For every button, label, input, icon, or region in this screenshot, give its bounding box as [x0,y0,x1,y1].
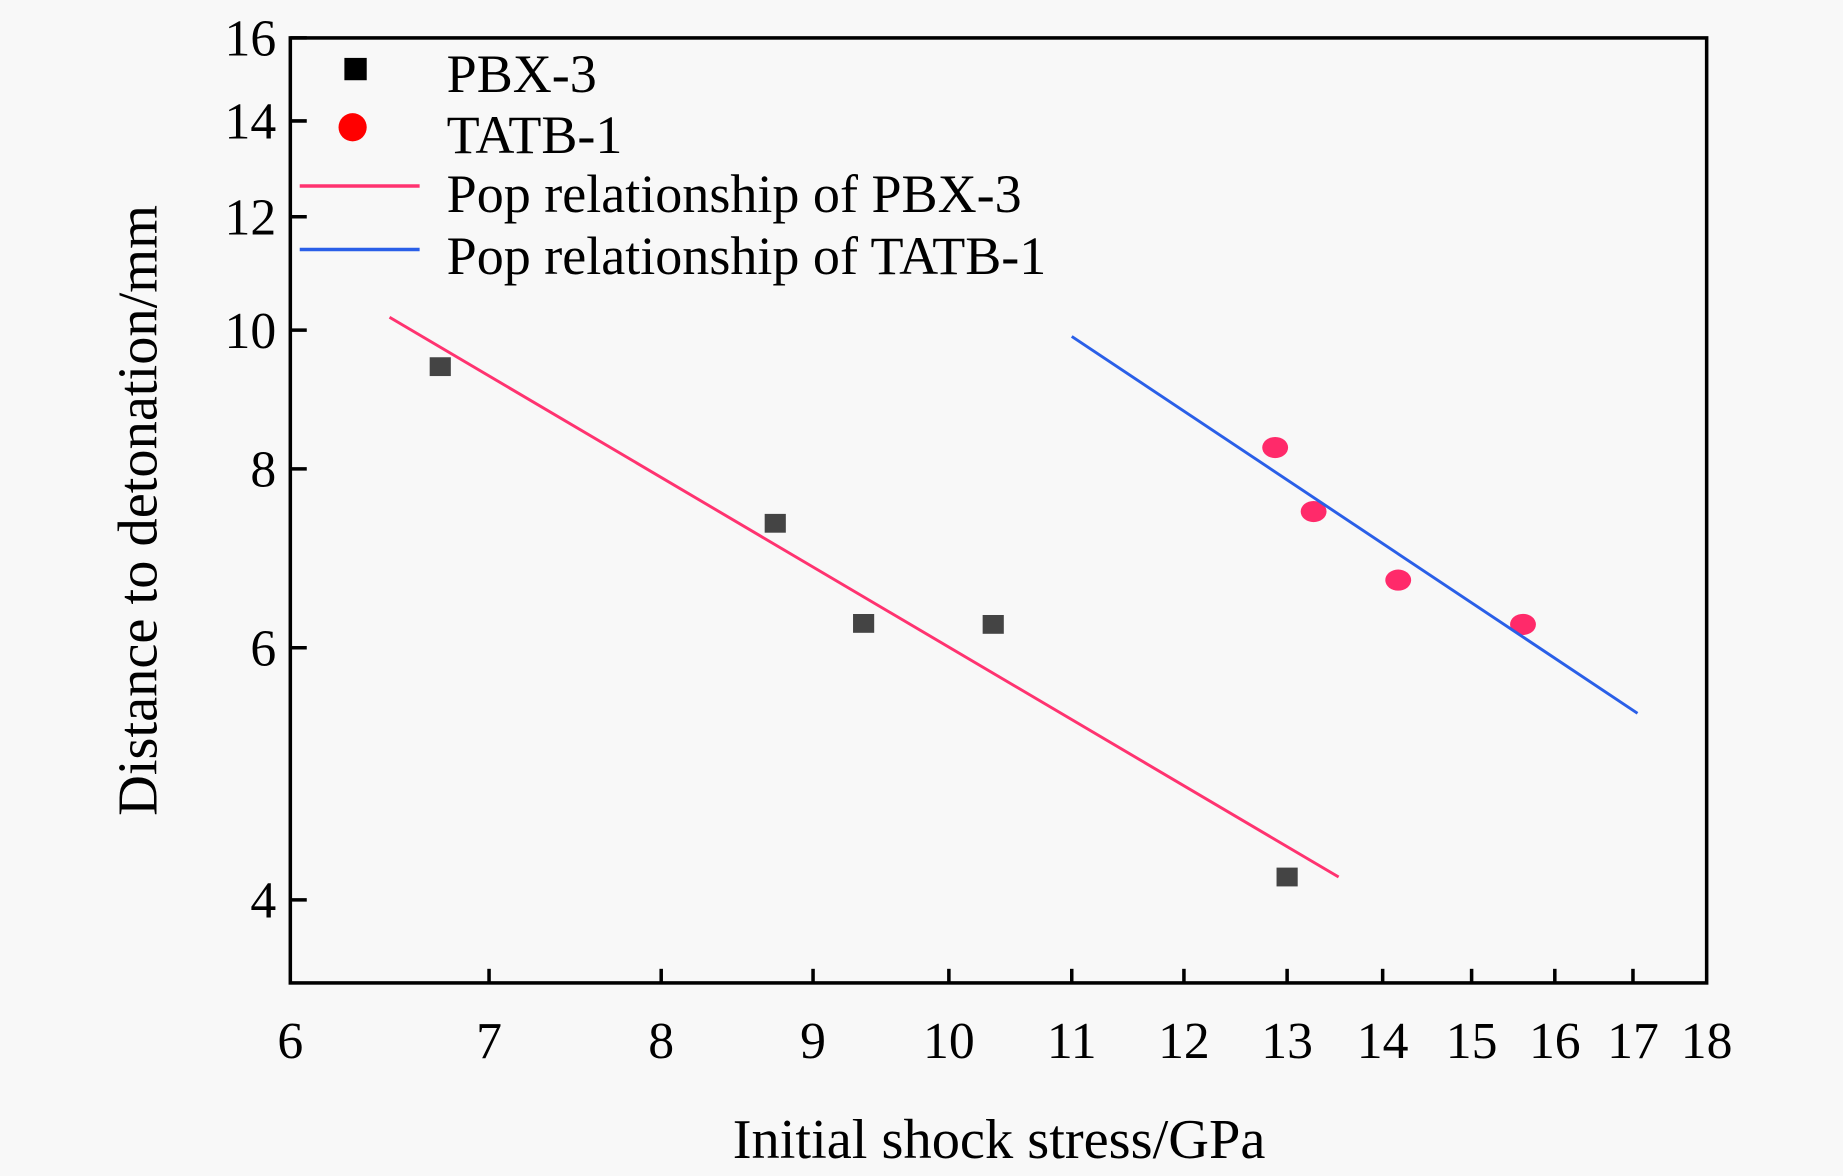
legend-circle-icon [338,113,367,142]
x-tick-label: 11 [1047,1013,1097,1070]
data-point-circle [1510,613,1536,635]
y-tick-label: 14 [225,94,277,151]
plot-area [388,315,1639,887]
data-point-square [764,513,786,533]
x-tick-label: 9 [800,1013,826,1070]
data-point-square [853,613,875,633]
x-tick-label: 18 [1681,1013,1733,1070]
x-tick-label: 8 [648,1013,674,1070]
data-point-square [1276,867,1298,887]
data-point-circle [1300,500,1327,523]
x-axis-label: Initial shock stress/GPa [733,1109,1266,1171]
x-tick-label: 14 [1357,1013,1409,1070]
x-tick-label: 7 [476,1013,502,1070]
y-axis-label: Distance to detonation/mm [107,205,169,816]
plot-frame [288,36,1709,985]
y-tick-label: 12 [225,189,277,246]
fit-line [388,315,1340,879]
data-point-circle [1385,569,1412,591]
x-tick-label: 15 [1446,1013,1498,1070]
x-tick-label: 12 [1158,1013,1210,1070]
fit-line [1070,335,1639,715]
legend-square-icon [344,57,367,81]
y-tick-label: 10 [225,303,277,360]
data-point-circle [1262,436,1289,459]
legend-label-tatb1: TATB-1 [447,105,623,165]
x-tick-label: 17 [1607,1013,1659,1070]
x-axis: 6 7 8 9 10 11 12 13 14 15 16 17 18 [277,968,1733,1070]
legend-label-pbx3: PBX-3 [447,44,597,104]
data-point-square [982,614,1004,634]
x-tick-label: 13 [1261,1013,1313,1070]
legend-label-pbx3-fit: Pop relationship of PBX-3 [447,164,1022,224]
y-axis: 4 6 8 10 12 14 16 [225,11,307,930]
legend-label-tatb1-fit: Pop relationship of TATB-1 [447,226,1047,286]
x-tick-label: 16 [1529,1013,1581,1070]
y-tick-label: 6 [250,620,276,677]
y-tick-label: 4 [250,873,276,930]
legend: PBX-3 TATB-1 Pop relationship of PBX-3 P… [299,44,1047,286]
x-tick-label: 6 [277,1013,303,1070]
y-tick-label: 16 [225,11,277,68]
x-tick-label: 10 [923,1013,975,1070]
y-tick-label: 8 [250,442,276,499]
data-point-square [429,357,451,377]
